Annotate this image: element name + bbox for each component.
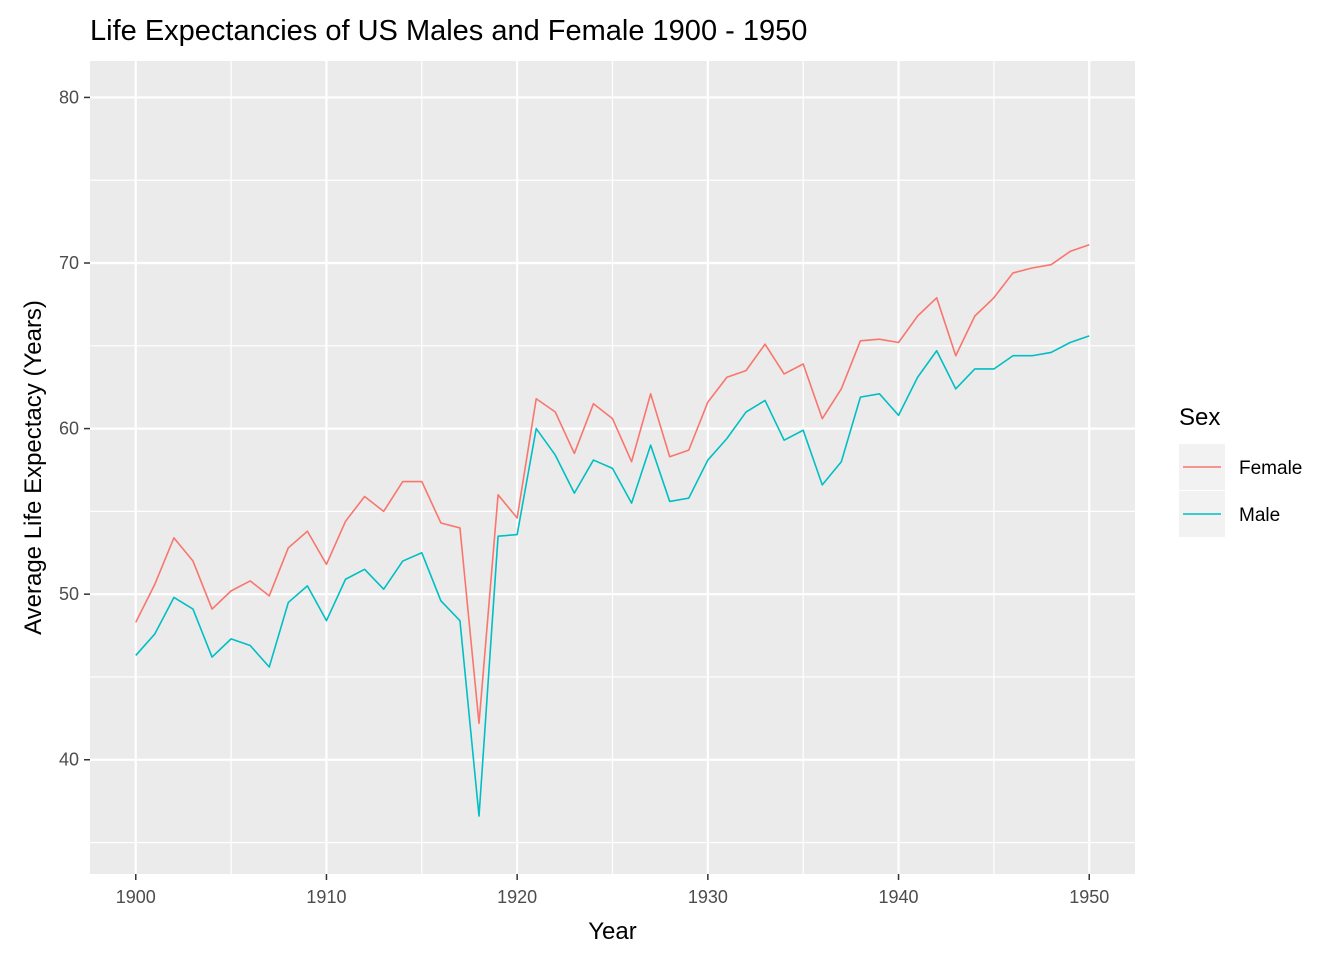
legend-label-female: Female: [1239, 458, 1302, 479]
legend: Sex Female Male: [1179, 404, 1302, 537]
major-gridlines: [90, 61, 1135, 874]
x-tick-label: 1910: [306, 887, 346, 907]
x-axis-title: Year: [588, 918, 637, 945]
series-lines: [135, 244, 1090, 817]
x-tick-label: 1950: [1069, 887, 1109, 907]
y-tick-label: 60: [59, 419, 79, 439]
series-line-male: [135, 335, 1090, 817]
series-line-female: [135, 244, 1090, 725]
y-axis-title: Average Life Expectacy (Years): [20, 300, 47, 635]
y-tick-label: 50: [59, 584, 79, 604]
legend-title: Sex: [1179, 404, 1220, 431]
x-tick-label: 1900: [116, 887, 156, 907]
legend-label-male: Male: [1239, 505, 1280, 526]
x-tick-label: 1930: [688, 887, 728, 907]
y-tick-label: 70: [59, 253, 79, 273]
chart-title: Life Expectancies of US Males and Female…: [90, 15, 807, 47]
x-tick-label: 1940: [879, 887, 919, 907]
x-tick-label: 1920: [497, 887, 537, 907]
y-axis: 40 50 60 70 80: [59, 87, 90, 770]
x-axis: 1900 1910 1920 1930 1940 1950: [116, 874, 1109, 907]
y-tick-label: 80: [59, 87, 79, 107]
y-tick-label: 40: [59, 750, 79, 770]
